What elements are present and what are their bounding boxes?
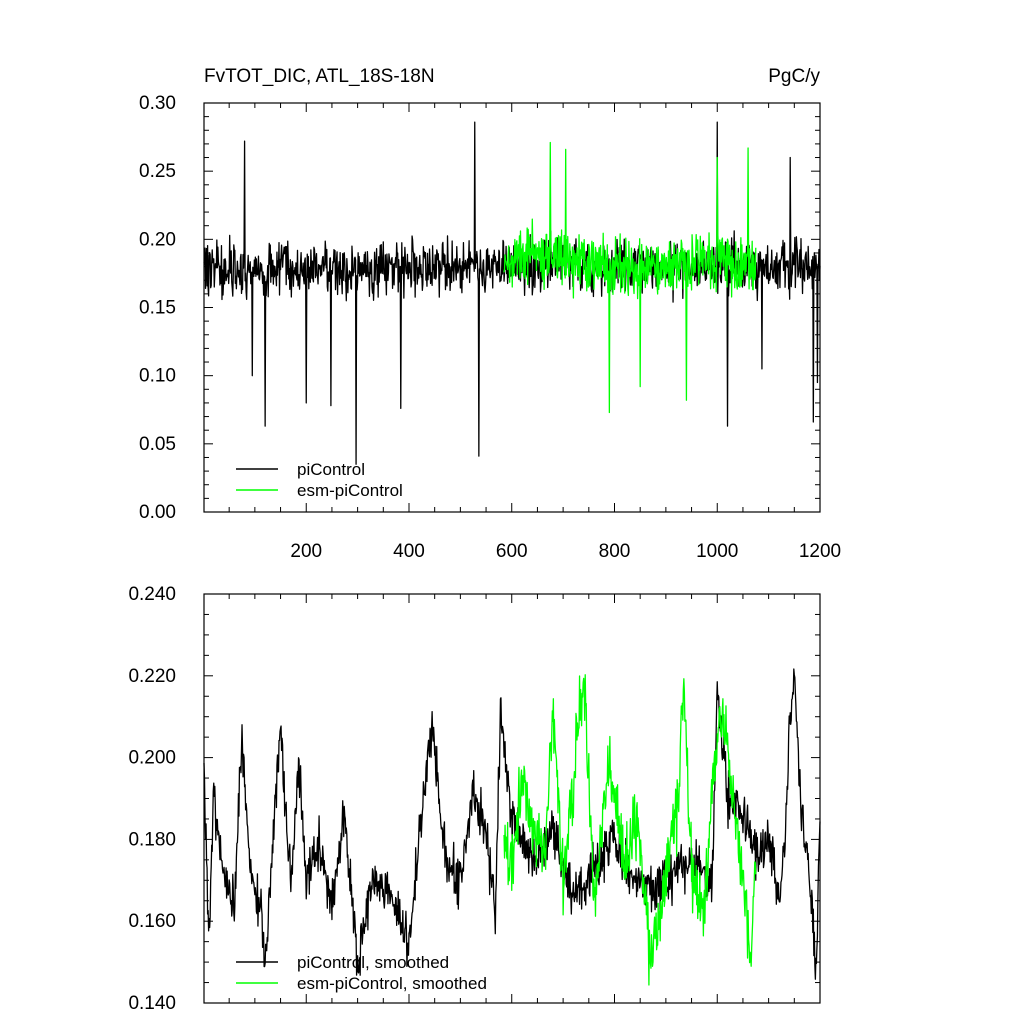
top-y-tick-label: 0.20 — [139, 229, 176, 250]
bottom-legend-label-picontrol-smoothed: piControl, smoothed — [297, 953, 449, 972]
top-legend-label-picontrol: piControl — [297, 460, 365, 479]
bottom-y-tick-label: 0.220 — [128, 666, 176, 687]
bottom-legend-label-esm-picontrol-smoothed: esm-piControl, smoothed — [297, 974, 487, 993]
bottom-series-group — [203, 668, 821, 986]
top-tick-labels: 0.00 0.05 0.10 0.15 0.20 0.25 0.30 200 400 600 800… — [139, 93, 841, 562]
top-plot-frame — [203, 102, 821, 513]
bottom-tick-labels: 0.140 0.160 0.180 0.200 0.220 0.240 — [128, 584, 176, 1014]
top-x-tick-label: 800 — [599, 541, 631, 562]
bottom-panel: 0.140 0.160 0.180 0.200 0.220 0.240 piControl… — [128, 584, 821, 1014]
top-x-tick-label: 400 — [393, 541, 425, 562]
top-x-tick-label: 600 — [496, 541, 528, 562]
top-legend: piControl esm-piControl — [236, 460, 403, 500]
top-y-tick-label: 0.30 — [139, 93, 176, 114]
top-x-tick-label: 200 — [290, 541, 322, 562]
top-series-group — [203, 121, 821, 465]
bottom-series-line-esm-picontrol-smoothed — [503, 674, 757, 986]
top-y-tick-label: 0.25 — [139, 161, 176, 182]
bottom-y-tick-label: 0.160 — [128, 911, 176, 932]
top-legend-label-esm-picontrol: esm-piControl — [297, 481, 403, 500]
bottom-y-tick-label: 0.200 — [128, 748, 176, 769]
top-panel-units: PgC/y — [768, 66, 820, 87]
top-x-tick-label: 1200 — [799, 541, 841, 562]
bottom-y-tick-label: 0.240 — [128, 584, 176, 605]
top-x-tick-label: 1000 — [696, 541, 738, 562]
top-y-tick-label: 0.05 — [139, 434, 176, 455]
top-ticks-group — [204, 102, 821, 513]
top-y-tick-label: 0.10 — [139, 366, 176, 387]
bottom-y-tick-label: 0.140 — [128, 993, 176, 1014]
bottom-plot-frame — [203, 593, 821, 1004]
top-series-line-esm-picontrol — [503, 141, 757, 414]
top-y-tick-label: 0.15 — [139, 298, 176, 319]
bottom-legend: piControl, smoothed esm-piControl, smoot… — [236, 953, 487, 993]
top-panel-title: FvTOT_DIC, ATL_18S-18N — [204, 66, 435, 87]
top-series-line-picontrol — [203, 121, 821, 465]
top-y-tick-label: 0.00 — [139, 502, 176, 523]
bottom-series-line-picontrol-smoothed — [203, 668, 821, 980]
bottom-y-tick-label: 0.180 — [128, 829, 176, 850]
top-panel: FvTOT_DIC, ATL_18S-18N PgC/y 0.00 0.05 0.1… — [139, 66, 841, 562]
